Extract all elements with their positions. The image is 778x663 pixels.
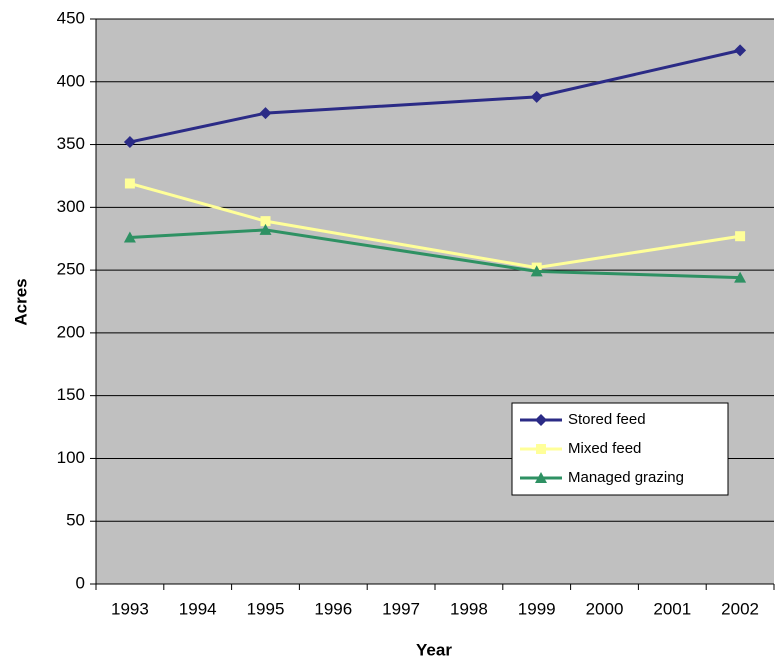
marker bbox=[124, 178, 135, 189]
series-line bbox=[129, 48, 741, 144]
x-tick-label: 1996 bbox=[314, 599, 352, 618]
marker bbox=[259, 223, 272, 235]
y-tick-label: 0 bbox=[76, 573, 85, 592]
y-axis-title: Acres bbox=[11, 278, 30, 325]
y-tick-label: 250 bbox=[57, 260, 85, 279]
legend: Stored feed Mixed feed Managed grazing bbox=[511, 402, 729, 496]
y-tick-label: 450 bbox=[57, 8, 85, 27]
marker bbox=[123, 231, 136, 243]
x-tick-label: 1995 bbox=[247, 599, 285, 618]
x-tick-label: 1993 bbox=[111, 599, 149, 618]
y-tick-label: 400 bbox=[57, 71, 85, 90]
series-line bbox=[129, 182, 741, 270]
marker bbox=[735, 231, 746, 242]
marker bbox=[535, 414, 547, 426]
y-tick-label: 350 bbox=[57, 134, 85, 153]
x-tick-label: 1994 bbox=[179, 599, 217, 618]
y-tick-label: 50 bbox=[66, 511, 85, 530]
marker bbox=[535, 472, 547, 483]
y-tick-label: 300 bbox=[57, 197, 85, 216]
x-tick-label: 2000 bbox=[586, 599, 624, 618]
y-tick-label: 150 bbox=[57, 385, 85, 404]
marker bbox=[734, 271, 747, 283]
marker bbox=[123, 136, 136, 149]
legend-label: Stored feed bbox=[568, 411, 646, 428]
legend-label: Mixed feed bbox=[568, 440, 641, 457]
y-tick-label: 100 bbox=[57, 448, 85, 467]
marker bbox=[530, 90, 543, 103]
series-line bbox=[129, 228, 741, 280]
marker bbox=[734, 44, 747, 57]
marker bbox=[530, 265, 543, 277]
marker bbox=[536, 444, 546, 454]
x-tick-label: 2001 bbox=[653, 599, 691, 618]
x-axis-title: Year bbox=[416, 640, 452, 659]
marker bbox=[259, 107, 272, 120]
x-tick-label: 1998 bbox=[450, 599, 488, 618]
x-tick-label: 2002 bbox=[721, 599, 759, 618]
legend-label: Managed grazing bbox=[568, 469, 684, 486]
marker bbox=[260, 216, 271, 227]
x-tick-label: 1997 bbox=[382, 599, 420, 618]
x-tick-label: 1999 bbox=[518, 599, 556, 618]
y-tick-label: 200 bbox=[57, 322, 85, 341]
